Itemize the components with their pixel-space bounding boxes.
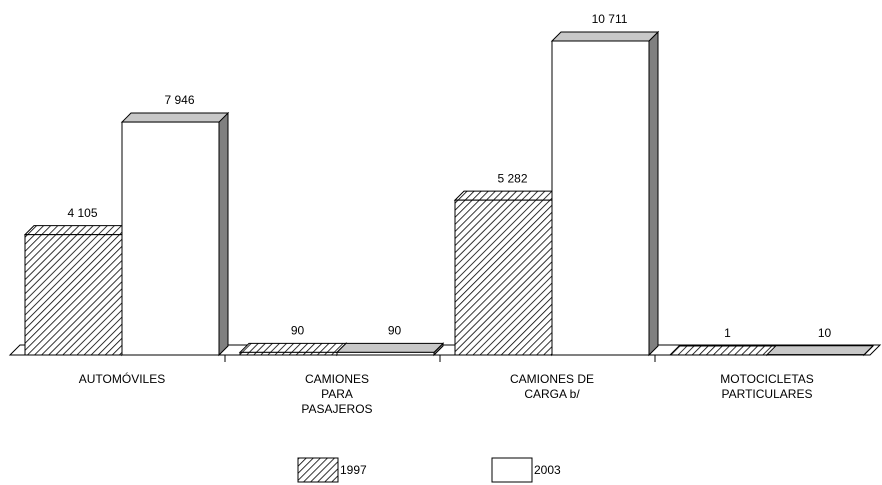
bar-top [765, 345, 875, 356]
value-label: 10 [818, 326, 832, 340]
legend-swatch [491, 457, 533, 483]
bar-top [335, 342, 445, 353]
bar-front [121, 121, 220, 356]
bar-top [238, 342, 348, 353]
x-tick-label: MOTOCICLETAS [720, 372, 814, 386]
legend-label: 1997 [340, 463, 367, 477]
bar [765, 344, 875, 357]
x-tick-label: PASAJEROS [301, 402, 372, 416]
bar-side [218, 111, 229, 357]
bar [453, 189, 563, 357]
bar [668, 344, 778, 357]
bar [335, 342, 445, 357]
x-tick-label: PARTICULARES [722, 387, 813, 401]
legend-label: 2003 [534, 463, 561, 477]
value-label: 90 [388, 324, 402, 338]
x-tick-label: PARA [321, 387, 353, 401]
value-label: 10 711 [592, 12, 628, 26]
bar-top [120, 112, 230, 123]
bar [120, 111, 230, 357]
bar [550, 30, 660, 357]
x-tick-label: CAMIONES [305, 372, 369, 386]
x-tick-label: CARGA b/ [524, 387, 580, 401]
x-tick-label: AUTOMÓVILES [79, 371, 165, 386]
bar-top [23, 225, 133, 236]
bar-front [24, 234, 123, 356]
bar-side [648, 30, 659, 357]
value-label: 1 [724, 326, 731, 340]
bar-top [550, 31, 660, 42]
bar-front [239, 351, 338, 356]
bar [23, 224, 133, 357]
value-label: 5 282 [497, 171, 527, 185]
bar-front [551, 40, 650, 356]
x-tick-label: CAMIONES DE [510, 372, 594, 386]
bar-front [454, 199, 553, 356]
bar-top [453, 190, 563, 201]
bar-top [668, 345, 778, 356]
bar [238, 342, 348, 357]
value-label: 7 946 [164, 93, 194, 107]
bar-front [336, 351, 435, 356]
value-label: 90 [291, 324, 305, 338]
legend-swatch [297, 457, 339, 483]
value-label: 4 105 [67, 206, 97, 220]
